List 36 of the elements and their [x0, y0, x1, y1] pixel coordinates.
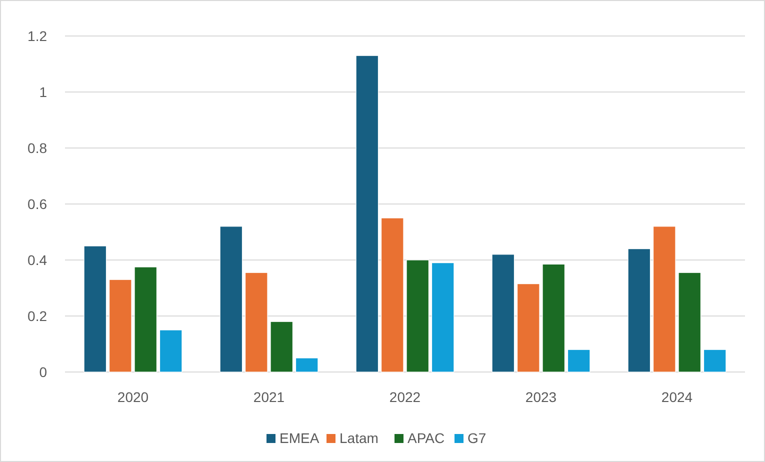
y-tick-label: 0 — [39, 364, 48, 380]
bar — [516, 284, 540, 372]
bar — [220, 226, 243, 372]
legend-label: Latam — [340, 430, 378, 446]
legend-label: G7 — [468, 430, 486, 446]
x-tick-label: 2021 — [253, 389, 285, 405]
legend-label: APAC — [408, 430, 445, 446]
bar — [492, 254, 515, 372]
legend-label: EMEA — [280, 430, 320, 446]
y-tick-label: 0.8 — [28, 140, 48, 156]
bar — [270, 321, 294, 372]
bar — [652, 226, 676, 372]
bar — [84, 246, 107, 372]
bar — [406, 260, 430, 372]
y-tick-label: 1.2 — [28, 28, 48, 44]
bar — [295, 358, 318, 372]
x-tick-label: 2020 — [117, 389, 149, 405]
bar — [380, 218, 404, 372]
y-tick-label: 0.6 — [28, 196, 48, 212]
y-tick-label: 1 — [39, 84, 48, 100]
bar — [431, 262, 454, 372]
bar — [678, 272, 702, 372]
bar — [703, 349, 726, 372]
y-tick-label: 0.2 — [28, 308, 48, 324]
bar — [567, 349, 590, 372]
bar — [628, 248, 651, 372]
x-tick-label: 2024 — [661, 389, 693, 405]
bar — [159, 330, 182, 372]
bar — [108, 279, 132, 372]
bar — [134, 266, 158, 372]
bar — [542, 264, 566, 372]
bar — [356, 55, 379, 372]
x-tick-label: 2022 — [389, 389, 421, 405]
x-tick-label: 2023 — [525, 389, 557, 405]
bar — [244, 272, 268, 372]
y-tick-label: 0.4 — [28, 252, 48, 268]
